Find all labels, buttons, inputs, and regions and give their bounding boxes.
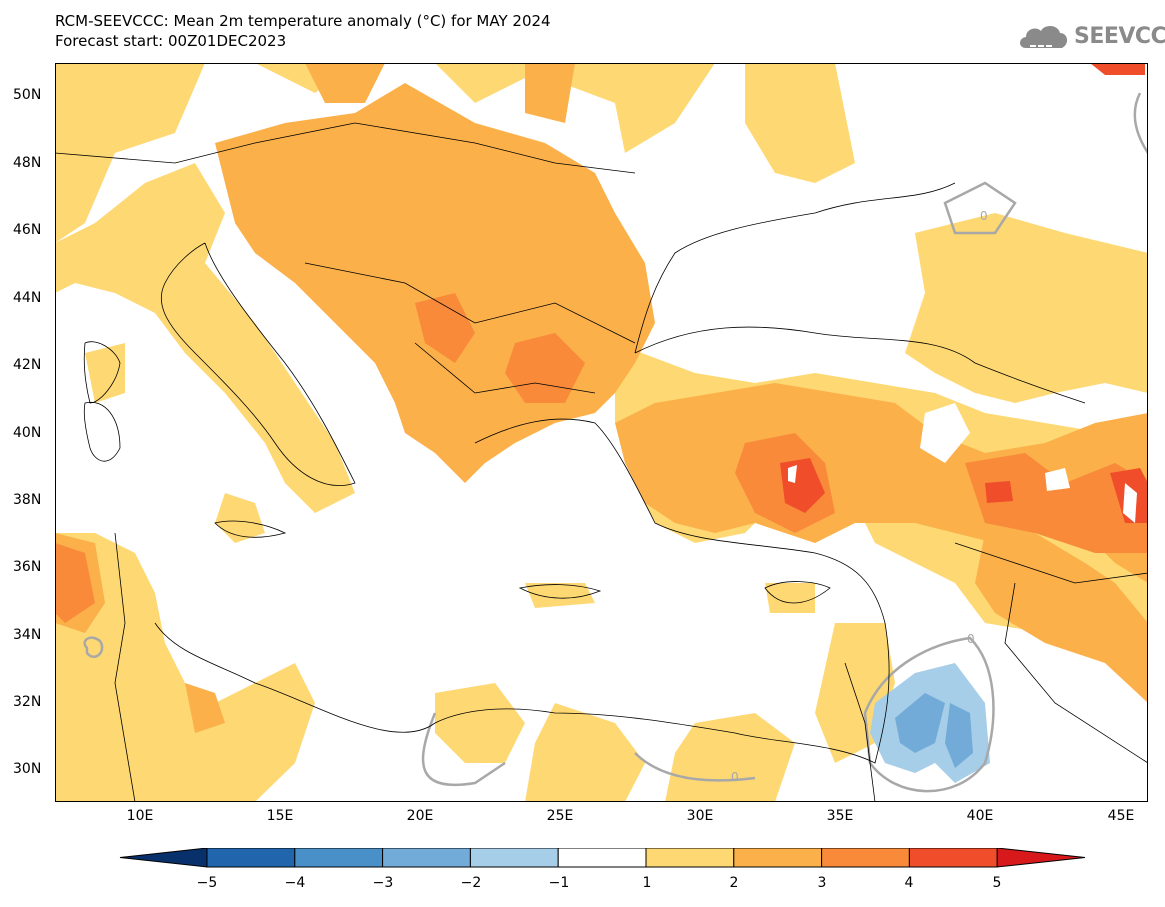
lon-tick-label: 40E bbox=[966, 808, 994, 824]
colorbar-cell bbox=[733, 848, 823, 868]
seevccc-logo: SEEVCCC bbox=[1016, 20, 1165, 60]
lon-tick-label: 30E bbox=[686, 808, 714, 824]
lat-tick-label: 40N bbox=[13, 425, 42, 441]
lon-tick-label: 15E bbox=[266, 808, 294, 824]
colorbar-extend-low bbox=[119, 848, 208, 868]
anomaly-1-2-areas bbox=[55, 63, 1148, 802]
colorbar-label: −4 bbox=[284, 875, 306, 891]
contour-label: 0 bbox=[731, 770, 739, 784]
negative-anomaly-area bbox=[870, 663, 990, 783]
colorbar-cell bbox=[382, 848, 471, 868]
colorbar-cell bbox=[294, 848, 384, 868]
lon-tick-label: 45E bbox=[1107, 808, 1135, 824]
lat-tick-label: 36N bbox=[13, 559, 42, 575]
lon-tick-label: 20E bbox=[406, 808, 434, 824]
colorbar-label: −5 bbox=[196, 875, 218, 891]
anomaly-map: 0 0 0 bbox=[55, 63, 1148, 802]
colorbar-label: 2 bbox=[729, 875, 739, 891]
contour-label: 0 bbox=[967, 632, 975, 646]
lon-tick-label: 35E bbox=[826, 808, 854, 824]
lat-tick-label: 30N bbox=[13, 761, 42, 777]
forecast-start-label: Forecast start: 00Z01DEC2023 bbox=[55, 32, 287, 50]
anomaly-neutral-patches bbox=[788, 403, 1137, 523]
lon-tick-label: 25E bbox=[546, 808, 574, 824]
cloud-icon bbox=[1020, 25, 1068, 48]
colorbar-label: −3 bbox=[372, 875, 394, 891]
colorbar-label: 3 bbox=[817, 875, 827, 891]
colorbar-label: −2 bbox=[460, 875, 482, 891]
lat-tick-label: 42N bbox=[13, 357, 42, 373]
lat-tick-label: 50N bbox=[13, 87, 42, 103]
colorbar-cell bbox=[645, 848, 735, 868]
colorbar-extend-high bbox=[996, 848, 1086, 868]
colorbar-cell bbox=[557, 848, 647, 868]
map-title: RCM-SEEVCCC: Mean 2m temperature anomaly… bbox=[55, 12, 551, 30]
colorbar-cells bbox=[119, 848, 1086, 868]
colorbar-cell bbox=[908, 848, 998, 868]
map-canvas: 0 0 0 bbox=[55, 63, 1148, 802]
colorbar-label: −1 bbox=[548, 875, 570, 891]
colorbar-cell bbox=[821, 848, 910, 868]
lat-tick-label: 34N bbox=[13, 627, 42, 643]
colorbar-cell bbox=[206, 848, 296, 868]
lat-tick-label: 46N bbox=[13, 222, 42, 238]
logo-text: SEEVCCC bbox=[1074, 24, 1165, 49]
coastlines-borders bbox=[55, 122, 1148, 802]
lat-tick-label: 48N bbox=[13, 155, 42, 171]
zero-contours bbox=[83, 92, 1148, 793]
colorbar-label: 5 bbox=[992, 875, 1002, 891]
colorbar-label: 1 bbox=[642, 875, 652, 891]
lat-tick-label: 38N bbox=[13, 492, 42, 508]
colorbar-cell bbox=[469, 848, 559, 868]
lon-tick-label: 10E bbox=[126, 808, 154, 824]
contour-label: 0 bbox=[980, 209, 988, 223]
colorbar-label: 4 bbox=[904, 875, 914, 891]
anomaly-2-3-areas bbox=[55, 63, 1148, 733]
lat-tick-label: 44N bbox=[13, 290, 42, 306]
lat-tick-label: 32N bbox=[13, 694, 42, 710]
colorbar bbox=[119, 848, 1086, 868]
